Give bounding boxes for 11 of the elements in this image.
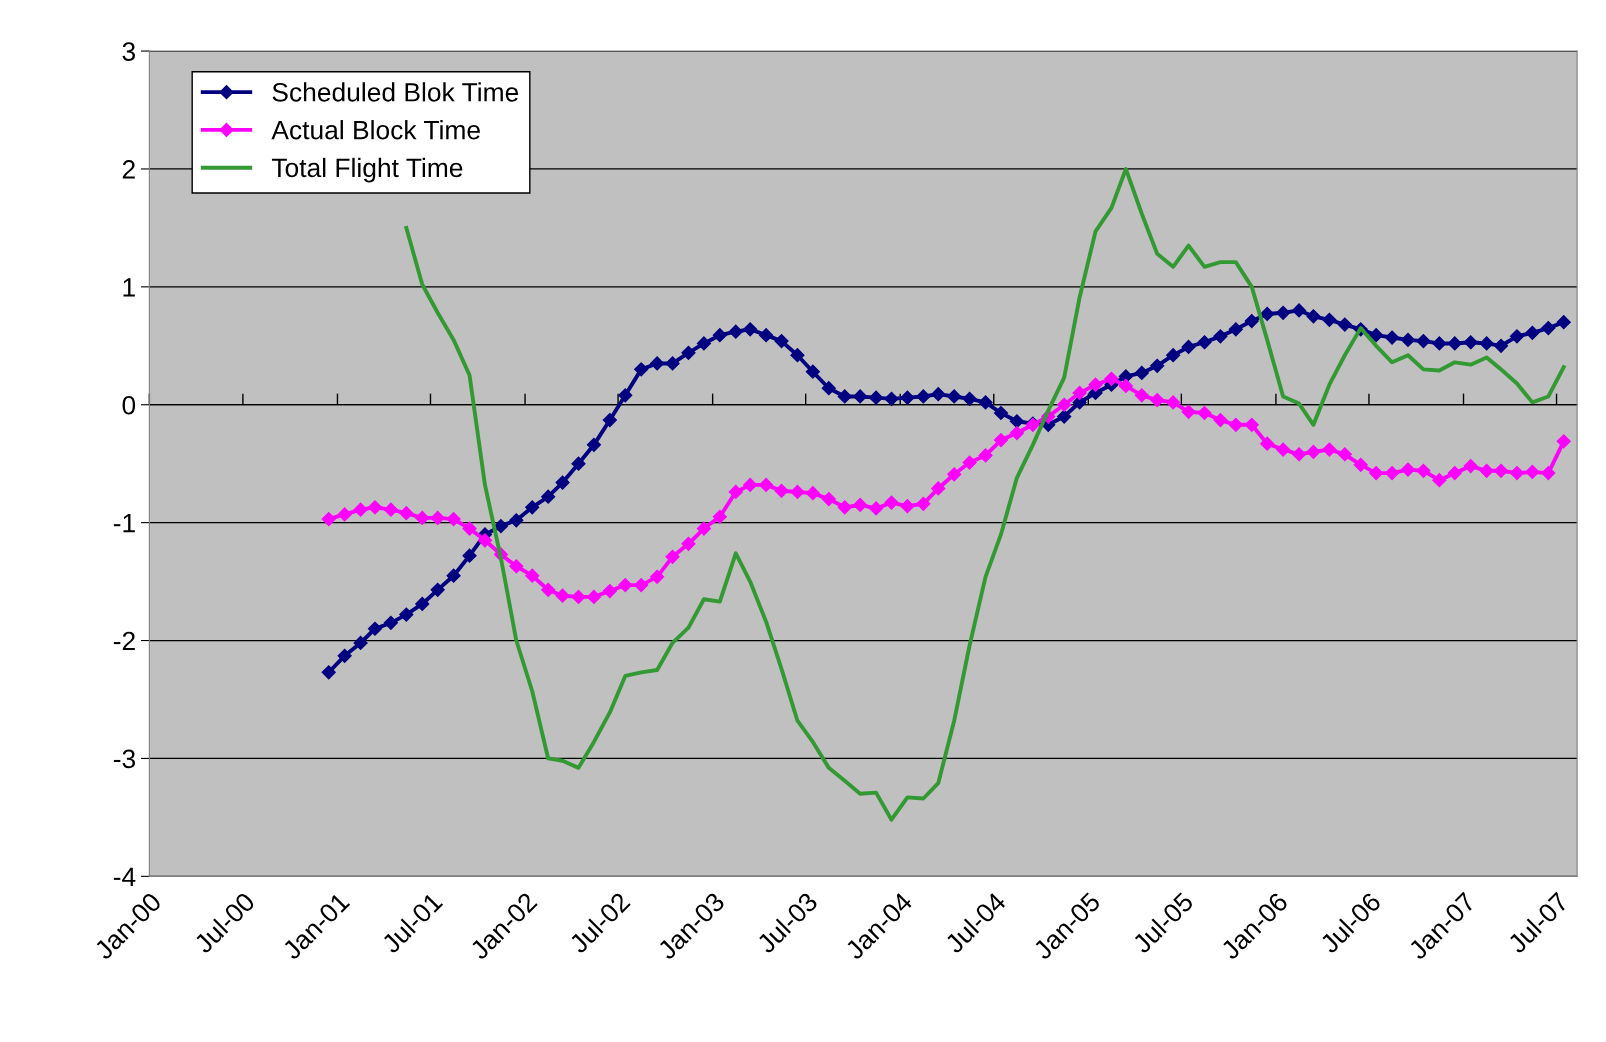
y-tick-label: 0 xyxy=(122,395,136,415)
y-tick-label: 3 xyxy=(122,42,135,61)
legend-label: Scheduled Blok Time xyxy=(272,82,519,102)
y-tick-label: -2 xyxy=(113,631,135,651)
y-tick-label: 1 xyxy=(123,278,135,297)
y-tick-label: -1 xyxy=(113,514,135,533)
y-tick-label: -4 xyxy=(113,867,136,886)
legend-label: Total Flight Time xyxy=(271,157,463,183)
y-tick-label: -3 xyxy=(113,749,136,769)
legend-label: Actual Block Time xyxy=(271,120,480,140)
y-tick-label: 2 xyxy=(122,160,135,179)
